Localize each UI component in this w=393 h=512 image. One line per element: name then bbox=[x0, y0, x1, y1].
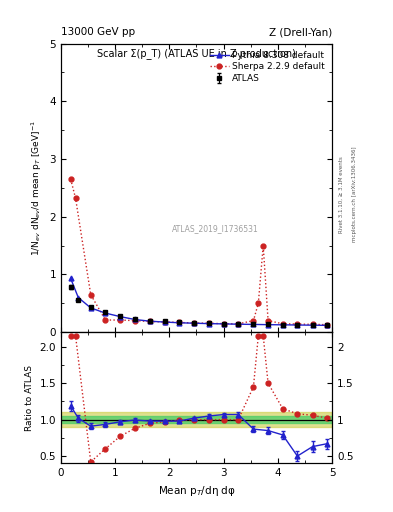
Sherpa 2.2.9 default bbox=[256, 300, 261, 306]
Legend: Pythia 8.308 default, Sherpa 2.2.9 default, ATLAS: Pythia 8.308 default, Sherpa 2.2.9 defau… bbox=[208, 48, 328, 86]
Text: mcplots.cern.ch [arXiv:1306.3436]: mcplots.cern.ch [arXiv:1306.3436] bbox=[352, 147, 357, 242]
Line: Pythia 8.308 default: Pythia 8.308 default bbox=[68, 276, 330, 328]
Bar bbox=[61, 416, 332, 423]
Sherpa 2.2.9 default bbox=[251, 317, 256, 324]
Sherpa 2.2.9 default bbox=[73, 195, 78, 201]
Sherpa 2.2.9 default bbox=[261, 243, 266, 249]
Sherpa 2.2.9 default bbox=[118, 317, 122, 323]
Sherpa 2.2.9 default bbox=[191, 320, 196, 326]
Y-axis label: 1/N$_{ev}$ dN$_{ev}$/d mean p$_T$ [GeV]$^{-1}$: 1/N$_{ev}$ dN$_{ev}$/d mean p$_T$ [GeV]$… bbox=[29, 120, 44, 256]
Sherpa 2.2.9 default bbox=[295, 321, 300, 327]
Pythia 8.308 default bbox=[295, 322, 300, 328]
Pythia 8.308 default bbox=[103, 310, 108, 316]
Pythia 8.308 default bbox=[236, 321, 241, 327]
Sherpa 2.2.9 default bbox=[207, 320, 211, 326]
Sherpa 2.2.9 default bbox=[132, 317, 137, 324]
Text: Z (Drell-Yan): Z (Drell-Yan) bbox=[269, 27, 332, 37]
Pythia 8.308 default bbox=[88, 305, 93, 311]
Sherpa 2.2.9 default bbox=[236, 321, 241, 327]
Bar bbox=[61, 412, 332, 427]
Sherpa 2.2.9 default bbox=[221, 321, 226, 327]
Sherpa 2.2.9 default bbox=[162, 319, 167, 325]
Sherpa 2.2.9 default bbox=[325, 322, 330, 328]
Pythia 8.308 default bbox=[266, 322, 270, 328]
Sherpa 2.2.9 default bbox=[68, 176, 73, 182]
Pythia 8.308 default bbox=[76, 294, 81, 301]
Y-axis label: Ratio to ATLAS: Ratio to ATLAS bbox=[25, 365, 34, 431]
Pythia 8.308 default bbox=[221, 321, 226, 327]
Pythia 8.308 default bbox=[147, 318, 152, 324]
X-axis label: Mean p$_T$/dη dφ: Mean p$_T$/dη dφ bbox=[158, 484, 235, 498]
Pythia 8.308 default bbox=[207, 321, 211, 327]
Sherpa 2.2.9 default bbox=[310, 322, 315, 328]
Pythia 8.308 default bbox=[118, 313, 122, 319]
Sherpa 2.2.9 default bbox=[266, 317, 270, 324]
Pythia 8.308 default bbox=[68, 275, 73, 282]
Text: 13000 GeV pp: 13000 GeV pp bbox=[61, 27, 135, 37]
Sherpa 2.2.9 default bbox=[147, 318, 152, 325]
Pythia 8.308 default bbox=[177, 319, 182, 326]
Pythia 8.308 default bbox=[280, 322, 285, 328]
Sherpa 2.2.9 default bbox=[177, 319, 182, 326]
Pythia 8.308 default bbox=[325, 322, 330, 328]
Text: Rivet 3.1.10, ≥ 3.1M events: Rivet 3.1.10, ≥ 3.1M events bbox=[339, 156, 344, 233]
Text: Scalar Σ(p_T) (ATLAS UE in Z production): Scalar Σ(p_T) (ATLAS UE in Z production) bbox=[97, 48, 296, 59]
Pythia 8.308 default bbox=[310, 322, 315, 328]
Pythia 8.308 default bbox=[162, 319, 167, 325]
Pythia 8.308 default bbox=[191, 320, 196, 326]
Pythia 8.308 default bbox=[132, 316, 137, 323]
Line: Sherpa 2.2.9 default: Sherpa 2.2.9 default bbox=[68, 177, 330, 327]
Sherpa 2.2.9 default bbox=[280, 321, 285, 327]
Text: ATLAS_2019_I1736531: ATLAS_2019_I1736531 bbox=[172, 224, 259, 233]
Sherpa 2.2.9 default bbox=[103, 317, 108, 323]
Pythia 8.308 default bbox=[251, 322, 256, 328]
Sherpa 2.2.9 default bbox=[88, 291, 93, 297]
